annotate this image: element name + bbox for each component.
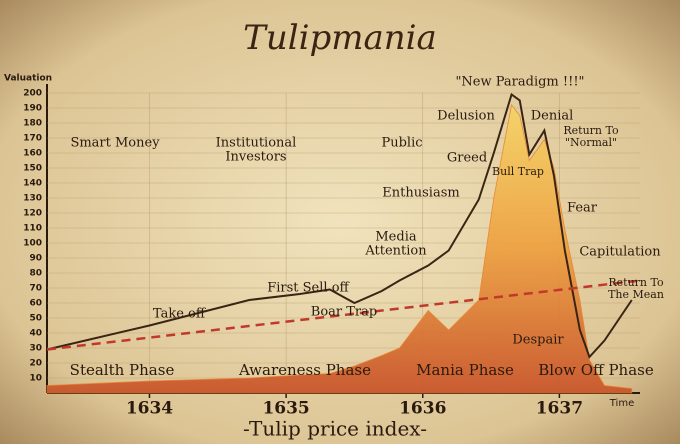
annotation: Despair [512,333,564,348]
annotation: Media [375,230,416,245]
x-tick-label: 1634 [126,399,173,419]
x-tick-label: 1636 [399,399,446,419]
annotation: "Normal" [565,136,617,149]
annotation: First Sell off [267,281,350,296]
chart-subtitle: -Tulip price index- [243,417,427,441]
y-tick-label: 100 [23,239,42,249]
trend-line [46,279,641,351]
phase-label: Stealth Phase [70,361,175,379]
y-tick-label: 10 [29,374,42,384]
y-tick-label: 40 [29,329,42,339]
y-tick-label: 110 [23,224,42,234]
phase-label: Awareness Phase [238,361,371,379]
phase-label: Mania Phase [416,361,514,379]
annotation: Enthusiasm [382,186,459,201]
y-tick-label: 150 [23,164,42,174]
y-tick-label: 50 [29,314,42,324]
annotation: Investors [225,150,286,165]
x-tick-label: 1637 [536,399,583,419]
annotation: Fear [567,201,598,216]
y-tick-label: 30 [29,344,42,354]
x-tick-label: 1635 [262,399,309,419]
x-axis-label: Time [609,398,634,409]
y-tick-label: 140 [23,179,42,189]
annotation: Institutional [216,136,297,151]
y-tick-label: 60 [29,299,42,309]
annotation: Bull Trap [492,165,544,178]
y-tick-label: 180 [23,119,42,129]
chart-title: Tulipmania [243,18,437,58]
annotation: Attention [364,244,427,259]
y-tick-label: 170 [23,134,42,144]
annotation: Public [381,136,422,151]
annotation: Return To [608,276,664,289]
y-tick-label: 90 [29,254,42,264]
annotation: Smart Money [70,136,160,151]
y-tick-label: 70 [29,284,42,294]
annotation: Denial [531,109,574,124]
y-tick-label: 200 [23,89,42,99]
y-tick-label: 190 [23,104,42,114]
y-tick-label: 20 [29,359,42,369]
annotation: Take off [153,307,207,322]
annotation: Return To [563,124,619,137]
y-axis-label: Valuation [4,74,52,84]
y-tick-label: 80 [29,269,42,279]
annotation: The Mean [608,288,664,301]
y-tick-label: 130 [23,194,42,204]
y-tick-label: 160 [23,149,42,159]
annotation: Capitulation [579,245,661,260]
annotation: Boar Trap [311,305,377,320]
area [46,104,633,394]
annotation: Greed [447,151,487,166]
y-tick-label: 120 [23,209,42,219]
phase-label: Blow Off Phase [538,361,654,379]
annotation: Delusion [437,109,495,124]
line [46,92,633,359]
annotation: "New Paradigm !!!" [455,75,584,90]
